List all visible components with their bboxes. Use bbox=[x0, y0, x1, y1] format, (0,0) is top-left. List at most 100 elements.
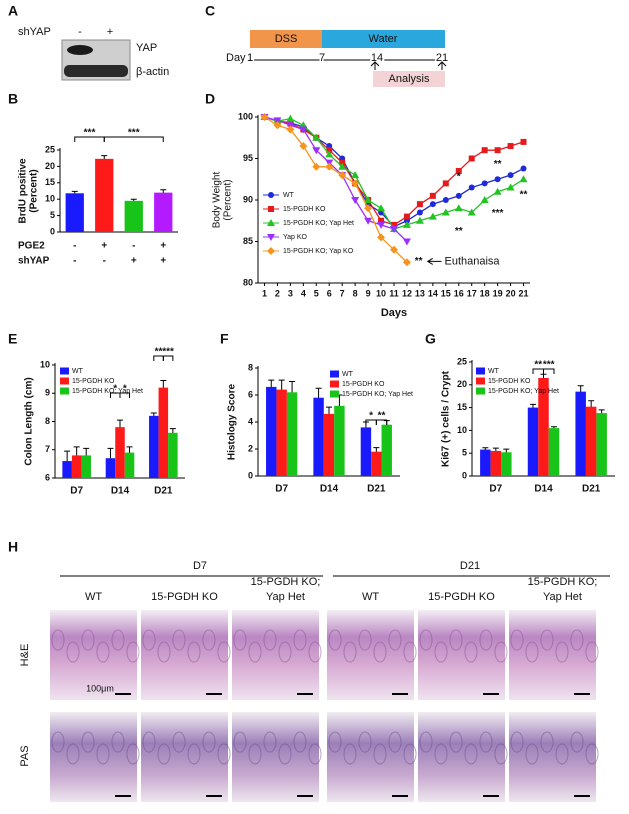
condition-label: PGE2 bbox=[18, 241, 45, 252]
tissue-texture bbox=[248, 641, 262, 663]
x-tick-label: 18 bbox=[480, 288, 490, 298]
tissue-texture bbox=[187, 743, 201, 765]
day-label: 1 bbox=[247, 52, 253, 64]
tissue-texture bbox=[358, 629, 372, 651]
sig-label: *** bbox=[128, 128, 140, 139]
tissue-texture bbox=[248, 743, 262, 765]
legend-label: 15-PGDH KO; Yap Het bbox=[342, 391, 413, 398]
marker bbox=[338, 162, 347, 170]
histology-image bbox=[50, 712, 137, 802]
legend-marker bbox=[267, 219, 275, 226]
marker bbox=[312, 133, 321, 141]
histology-image bbox=[327, 712, 414, 802]
marker bbox=[390, 226, 398, 234]
marker bbox=[260, 113, 269, 121]
tissue-texture bbox=[479, 731, 493, 753]
marker bbox=[454, 204, 463, 212]
x-tick-label: D7 bbox=[489, 484, 502, 495]
bar bbox=[124, 200, 143, 232]
marker bbox=[494, 176, 501, 183]
y-tick-label: 6 bbox=[45, 472, 50, 482]
phase-box bbox=[322, 30, 445, 48]
tissue-texture bbox=[373, 641, 387, 663]
tissue-texture bbox=[434, 743, 448, 765]
bar bbox=[149, 415, 159, 478]
marker bbox=[402, 220, 411, 228]
marker bbox=[429, 201, 436, 208]
y-tick-label: 0 bbox=[462, 470, 467, 480]
marker bbox=[507, 143, 514, 150]
bar bbox=[105, 458, 116, 478]
marker bbox=[377, 204, 386, 212]
bar bbox=[323, 413, 335, 476]
x-tick-label: 20 bbox=[506, 288, 516, 298]
tissue-texture bbox=[187, 641, 201, 663]
marker bbox=[299, 126, 308, 134]
tissue-texture bbox=[308, 743, 322, 765]
x-tick-label: 7 bbox=[340, 288, 345, 298]
y-tick-label: 8 bbox=[45, 416, 50, 426]
tissue-texture bbox=[172, 629, 186, 651]
y-tick-label: 20 bbox=[457, 379, 467, 389]
tissue-texture bbox=[419, 731, 433, 753]
tissue-texture bbox=[81, 629, 95, 651]
tissue-texture bbox=[510, 731, 524, 753]
tissue-texture bbox=[464, 641, 478, 663]
x-tick-label: 15 bbox=[441, 288, 451, 298]
marker bbox=[273, 117, 282, 125]
x-tick-label: D14 bbox=[320, 484, 339, 495]
marker bbox=[402, 238, 411, 246]
bar bbox=[596, 413, 607, 476]
tissue-texture bbox=[66, 743, 80, 765]
annotation: Euthanaisa bbox=[445, 255, 501, 267]
x-tick-label: D7 bbox=[70, 486, 83, 497]
x-tick-label: 17 bbox=[467, 288, 477, 298]
column-label: 15-PGDH KO bbox=[151, 591, 218, 603]
bar bbox=[158, 387, 169, 478]
tissue-texture bbox=[403, 743, 417, 765]
y-tick-label: 7 bbox=[45, 444, 50, 454]
tissue-texture bbox=[96, 641, 110, 663]
tissue-texture bbox=[434, 641, 448, 663]
marker bbox=[351, 171, 360, 179]
bar bbox=[538, 377, 549, 476]
band-label: β-actin bbox=[136, 66, 169, 78]
y-tick-label: 10 bbox=[45, 194, 55, 204]
timeline-label: Day bbox=[226, 52, 246, 64]
tissue-texture bbox=[585, 641, 599, 663]
tissue-texture bbox=[525, 641, 539, 663]
y-tick-label: 25 bbox=[45, 144, 55, 154]
tissue-texture bbox=[217, 641, 231, 663]
marker bbox=[455, 192, 462, 199]
marker bbox=[481, 147, 488, 154]
marker bbox=[415, 216, 424, 224]
day-label: 7 bbox=[319, 52, 325, 64]
tissue-texture bbox=[555, 641, 569, 663]
marker bbox=[286, 125, 295, 134]
condition-label: shYAP bbox=[18, 256, 50, 267]
legend-swatch bbox=[476, 387, 485, 395]
tissue-texture bbox=[540, 629, 554, 651]
marker bbox=[312, 147, 321, 155]
marker bbox=[338, 171, 347, 180]
tissue-texture bbox=[308, 641, 322, 663]
blot-treatment: shYAP bbox=[18, 26, 51, 38]
marker bbox=[364, 204, 373, 213]
bar bbox=[71, 455, 82, 478]
y-tick-label: 15 bbox=[457, 402, 467, 412]
annotation: *** bbox=[492, 208, 504, 219]
column-label: 15-PGDH KO; bbox=[528, 576, 598, 588]
sig-bracket bbox=[119, 392, 131, 398]
legend-swatch bbox=[476, 367, 485, 375]
band-label: YAP bbox=[136, 42, 157, 54]
legend-swatch bbox=[476, 377, 485, 385]
legend-marker bbox=[267, 247, 275, 255]
y-tick-label: 10 bbox=[40, 359, 50, 369]
histology-image bbox=[418, 610, 505, 700]
band bbox=[67, 45, 93, 55]
legend-swatch bbox=[60, 367, 69, 375]
marker bbox=[325, 150, 334, 158]
condition-sign: - bbox=[103, 256, 106, 267]
sig-label: *** bbox=[162, 347, 174, 358]
marker bbox=[286, 114, 295, 122]
